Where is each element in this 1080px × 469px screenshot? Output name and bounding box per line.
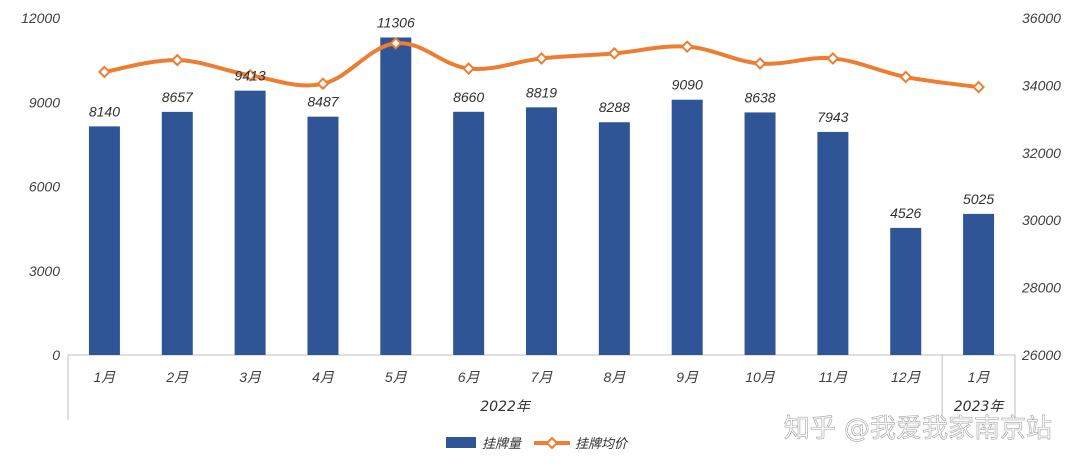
bar <box>380 37 412 355</box>
bar-data-label: 8638 <box>744 89 775 105</box>
bar-data-label: 8288 <box>599 99 630 115</box>
bar <box>161 111 193 355</box>
watermark-text: 知乎 @我爱我家南京站 <box>784 414 1052 444</box>
bar <box>744 112 776 355</box>
y-left-tick-label: 0 <box>52 347 60 363</box>
y-left-tick-label: 6000 <box>29 179 60 195</box>
line-point <box>316 77 330 91</box>
line-point <box>753 57 767 70</box>
x-tick-label: 1月 <box>94 369 117 385</box>
bar-data-label: 8660 <box>453 89 484 105</box>
bar <box>307 116 339 355</box>
data-labels: 8140 8657 9413 8487 11306 8660 8819 8288 9090 863… <box>89 14 995 220</box>
x-tick-label: 9月 <box>676 369 699 385</box>
bar-data-label: 8819 <box>526 84 557 100</box>
bar <box>890 227 922 355</box>
x-tick-label: 1月 <box>968 369 991 385</box>
line-point <box>972 80 985 94</box>
line-point <box>98 65 111 79</box>
bar-data-label: 7943 <box>817 109 848 125</box>
x-tick-label: 7月 <box>531 369 554 385</box>
legend: 挂牌量 挂牌均价 <box>446 436 629 452</box>
line-series <box>98 36 985 94</box>
y-right-tick-label: 32000 <box>1022 145 1061 161</box>
x-group-label: 2023年 <box>954 399 1006 415</box>
bar <box>671 99 703 355</box>
bar <box>88 126 120 355</box>
y-right-tick-label: 28000 <box>1021 280 1061 296</box>
y-left-tick-label: 3000 <box>29 263 60 279</box>
legend-swatch-bar <box>446 437 476 448</box>
bar <box>963 213 995 355</box>
legend-label-bar: 挂牌量 <box>482 437 523 452</box>
x-tick-label: 10月 <box>745 369 776 385</box>
bar-data-label: 8140 <box>89 103 120 119</box>
line-point <box>170 53 184 67</box>
line-point <box>826 52 840 65</box>
x-tick-label: 2月 <box>165 369 189 385</box>
legend-swatch-marker <box>545 436 559 450</box>
y-left-tick-label: 9000 <box>29 94 60 110</box>
x-group-label: 2022年 <box>480 399 532 415</box>
bar-data-label: 5025 <box>963 191 994 207</box>
bar-data-label: 9090 <box>672 77 703 93</box>
x-tick-label: 8月 <box>603 369 626 385</box>
x-tick-label: 6月 <box>458 369 481 385</box>
bar-data-label: 4526 <box>890 205 921 221</box>
line-point <box>535 52 548 65</box>
x-tick-label: 3月 <box>239 369 262 385</box>
y-right-tick-label: 36000 <box>1022 10 1061 26</box>
line-point <box>607 46 621 60</box>
bar-series <box>88 37 995 355</box>
bar <box>817 131 849 355</box>
bar <box>526 107 557 355</box>
y-left-tick-label: 12000 <box>21 10 60 26</box>
line-point <box>899 70 913 84</box>
bar-data-label: 8657 <box>162 89 194 105</box>
line-point <box>389 36 403 50</box>
bar <box>598 122 630 355</box>
x-tick-label: 5月 <box>385 369 408 385</box>
bar-data-label: 8487 <box>307 94 339 110</box>
legend-label-line: 挂牌均价 <box>575 437 629 452</box>
bar-data-label: 9413 <box>235 68 266 84</box>
bar <box>453 111 485 355</box>
line-point <box>243 68 257 82</box>
bar <box>234 90 266 355</box>
y-right-tick-label: 30000 <box>1022 212 1061 228</box>
y-right-tick-label: 26000 <box>1021 347 1061 363</box>
x-tick-label: 4月 <box>312 369 335 385</box>
y-right-tick-label: 34000 <box>1022 77 1061 93</box>
line-point <box>680 40 694 54</box>
bar-data-label: 11306 <box>377 14 415 30</box>
x-tick-label: 11月 <box>819 369 849 385</box>
x-tick-label: 12月 <box>891 369 922 385</box>
line-point <box>462 62 476 75</box>
